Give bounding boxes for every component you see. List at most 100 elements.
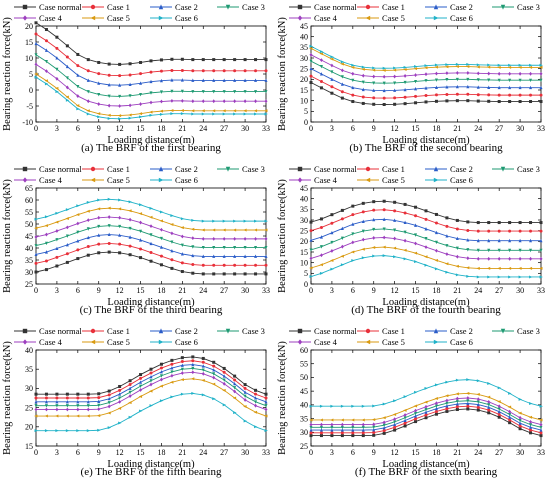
x-tick-label: 6 xyxy=(76,448,80,457)
data-point xyxy=(76,429,80,433)
data-point xyxy=(76,396,80,400)
data-point xyxy=(466,92,470,96)
data-point xyxy=(170,78,174,82)
data-point xyxy=(65,407,69,412)
data-point xyxy=(159,112,164,116)
data-point xyxy=(34,252,38,256)
data-point xyxy=(44,82,49,86)
data-point xyxy=(55,67,59,72)
legend-label: Case 5 xyxy=(107,337,130,347)
data-point xyxy=(518,421,522,425)
data-point xyxy=(212,263,216,267)
y-tick-label: 45 xyxy=(300,387,308,396)
data-point xyxy=(340,62,344,66)
data-point xyxy=(466,62,470,66)
data-point xyxy=(44,69,48,74)
data-point xyxy=(445,262,449,266)
data-point xyxy=(487,256,491,261)
data-point xyxy=(222,78,226,82)
data-point xyxy=(170,358,174,362)
data-point xyxy=(254,272,258,276)
legend-item: Case 5 xyxy=(357,175,405,185)
data-point xyxy=(34,235,38,239)
data-point xyxy=(264,254,268,258)
data-point xyxy=(487,221,491,225)
data-point xyxy=(372,254,376,258)
legend-marker xyxy=(90,339,96,345)
data-point xyxy=(382,423,386,428)
legend-label: Case 1 xyxy=(107,2,130,12)
data-point xyxy=(128,200,132,204)
data-point xyxy=(212,99,216,104)
data-point xyxy=(34,32,38,36)
data-point xyxy=(253,410,258,414)
data-point xyxy=(96,207,101,211)
data-point xyxy=(118,83,122,87)
data-point xyxy=(254,90,258,94)
x-tick-label: 6 xyxy=(76,286,80,295)
data-point xyxy=(107,103,111,108)
data-point xyxy=(159,219,163,223)
x-tick-label: 9 xyxy=(372,448,376,457)
data-point xyxy=(508,415,512,419)
data-point xyxy=(413,251,418,255)
data-point xyxy=(508,63,512,67)
data-point xyxy=(232,109,237,113)
data-point xyxy=(508,71,512,76)
data-point xyxy=(466,248,470,252)
data-point xyxy=(476,63,481,67)
data-point xyxy=(180,371,184,375)
data-point xyxy=(466,99,470,103)
data-point xyxy=(75,213,80,217)
data-point xyxy=(201,272,205,276)
data-point xyxy=(351,425,355,430)
data-point xyxy=(191,366,195,371)
data-point xyxy=(424,94,428,98)
data-point xyxy=(139,203,143,207)
data-point xyxy=(455,71,459,75)
data-point xyxy=(445,244,449,248)
data-point xyxy=(191,355,195,359)
y-axis-title: Bearing reaction force(kN) xyxy=(2,341,13,455)
data-point xyxy=(518,411,522,415)
data-point xyxy=(476,392,480,396)
data-point xyxy=(180,234,184,239)
data-point xyxy=(149,404,153,408)
data-point xyxy=(107,426,112,430)
legend-marker xyxy=(433,177,439,183)
data-point xyxy=(319,65,323,69)
series-6 xyxy=(309,44,543,70)
data-point xyxy=(518,275,522,279)
legend-marker xyxy=(22,166,28,172)
data-point xyxy=(455,218,459,222)
data-point xyxy=(44,414,48,418)
data-point xyxy=(76,230,80,235)
data-point xyxy=(55,229,59,233)
data-point xyxy=(414,205,418,209)
data-point xyxy=(211,228,216,232)
data-point xyxy=(466,399,470,403)
data-point xyxy=(138,212,143,216)
data-point xyxy=(86,414,90,418)
data-point xyxy=(508,78,512,83)
data-point xyxy=(243,254,247,258)
data-point xyxy=(201,368,205,372)
data-point xyxy=(518,397,522,401)
data-point xyxy=(201,371,205,376)
x-tick-label: 15 xyxy=(412,124,420,133)
data-point xyxy=(424,209,428,213)
legend-marker xyxy=(90,166,96,172)
data-point xyxy=(170,231,174,236)
data-point xyxy=(254,99,258,104)
data-point xyxy=(393,96,397,100)
data-point xyxy=(149,113,153,117)
series-4 xyxy=(309,52,543,79)
data-point xyxy=(340,244,344,249)
series-0 xyxy=(309,407,543,438)
data-point xyxy=(340,236,344,241)
x-axis-title: Loading distance(m) xyxy=(107,297,195,308)
data-point xyxy=(393,428,397,432)
data-point xyxy=(319,79,323,83)
data-point xyxy=(222,228,226,232)
data-point xyxy=(128,390,132,395)
